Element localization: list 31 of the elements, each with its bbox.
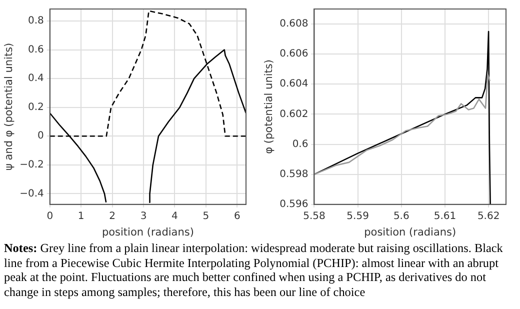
- y-axis-title: ψ and φ (potential units): [3, 42, 16, 171]
- x-tick-label: 2: [109, 210, 116, 222]
- x-tick-label: 5.6: [393, 210, 410, 222]
- y-tick-label: 0.604: [280, 78, 308, 90]
- x-tick-label: 5.59: [346, 210, 369, 222]
- y-tick-label: 0.598: [280, 168, 308, 180]
- x-tick-label: 3: [140, 210, 147, 222]
- y-tick-label: 0.608: [280, 18, 308, 30]
- y-tick-label: 0.606: [280, 48, 308, 60]
- x-axis-title: position (radians): [102, 226, 194, 238]
- x-tick-label: 1: [78, 210, 84, 222]
- y-tick-label: −0.2: [20, 160, 44, 171]
- x-tick-label: 6: [234, 210, 240, 222]
- x-tick-label: 5.58: [303, 210, 326, 222]
- y-tick-label: 0.4: [28, 73, 44, 84]
- x-tick-label: 0: [46, 210, 54, 222]
- y-tick-label: 0: [38, 130, 44, 142]
- y-axis-title: φ (potential units): [263, 60, 276, 154]
- y-tick-label: 0.8: [28, 16, 44, 27]
- y-tick-label: 0.6: [292, 138, 308, 150]
- x-axis-title: position (radians): [364, 226, 456, 238]
- x-tick-label: 5.62: [477, 210, 500, 222]
- text: Notes: Grey line from a plain linear interpolation: widespread moderate but raising oscillations. Black line from a Piecewise Cubic Hermite Interpolating Polynomial (PCHIP): almost linear with an abrupt peak at the point. Fluctuations are much better confined when using a PCHIP, as derivatives do not change in steps among samples; therefore, this has been our line of choice: [4, 241, 504, 299]
- y-tick-label: 0.602: [280, 108, 308, 120]
- y-tick-label: 0.596: [280, 198, 308, 210]
- x-tick-label: 5.61: [434, 210, 456, 222]
- x-tick-label: 4: [172, 210, 178, 222]
- y-tick-label: 0.2: [28, 102, 44, 113]
- y-tick-label: 0.6: [28, 44, 44, 56]
- x-tick-label: 5: [202, 210, 210, 222]
- y-tick-label: −0.4: [20, 188, 44, 200]
